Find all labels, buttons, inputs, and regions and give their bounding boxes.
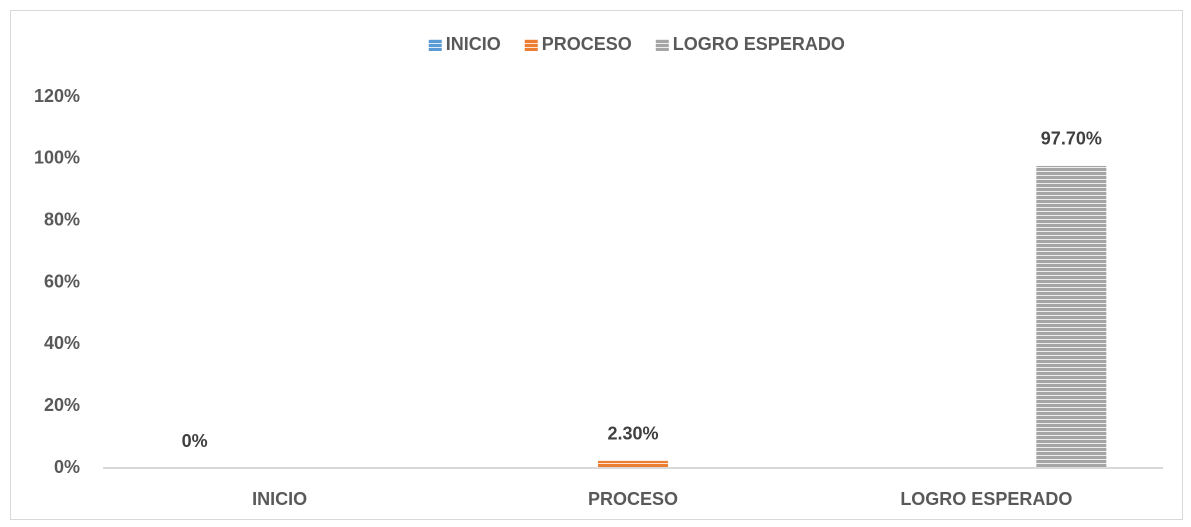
y-tick-label: 120% — [34, 86, 80, 106]
x-tick-label: PROCESO — [588, 489, 678, 509]
bar — [598, 460, 668, 468]
legend-swatch — [524, 39, 538, 51]
chart-border — [10, 10, 1183, 520]
y-tick-label: 20% — [44, 395, 80, 415]
legend-swatch — [428, 39, 442, 51]
data-label: 2.30% — [607, 424, 658, 444]
y-tick-label: 80% — [44, 209, 80, 229]
legend-label: PROCESO — [542, 34, 632, 54]
x-tick-label: LOGRO ESPERADO — [900, 489, 1072, 509]
y-tick-label: 100% — [34, 148, 80, 168]
y-tick-label: 40% — [44, 333, 80, 353]
y-tick-label: 0% — [54, 457, 80, 477]
legend-swatch — [655, 39, 669, 51]
data-label: 0% — [182, 431, 208, 451]
legend-label: LOGRO ESPERADO — [673, 34, 845, 54]
y-tick-label: 60% — [44, 271, 80, 291]
bar — [1036, 165, 1107, 469]
x-tick-label: INICIO — [252, 489, 307, 509]
data-label: 97.70% — [1041, 129, 1102, 149]
legend-label: INICIO — [446, 34, 501, 54]
